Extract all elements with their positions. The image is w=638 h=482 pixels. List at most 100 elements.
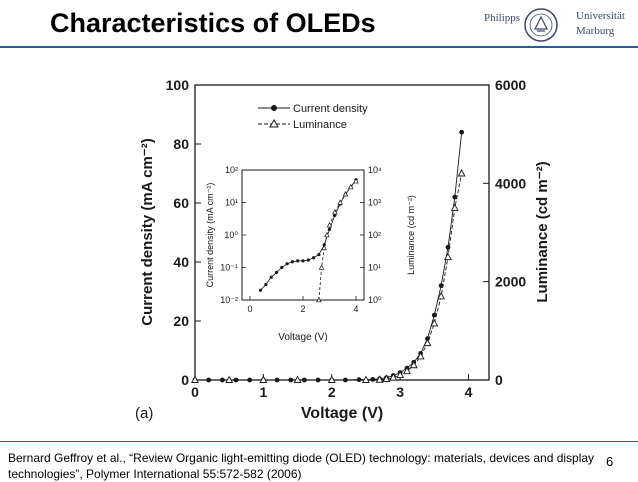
logo-text-universitat: Universität	[576, 10, 625, 22]
main-point-luminance	[423, 338, 432, 347]
legend: Current density Luminance	[258, 103, 368, 131]
main-point-current-density	[370, 377, 376, 382]
inset-point-luminance	[342, 191, 349, 197]
main-point-luminance	[361, 375, 370, 383]
main-point-luminance	[403, 366, 411, 375]
legend-luminance-marker	[269, 118, 279, 128]
main-y2-tick-label: 6000	[495, 77, 526, 93]
inset-point-current-density	[285, 262, 289, 266]
inset-x-tick-label: 4	[354, 304, 359, 314]
main-point-luminance	[396, 370, 405, 379]
logo-text-marburg: Marburg	[576, 25, 615, 37]
inset-point-luminance	[347, 183, 354, 190]
main-y-tick-label: 100	[166, 77, 190, 93]
inset-point-current-density	[290, 260, 294, 264]
main-point-current-density	[438, 283, 444, 288]
main-point-current-density	[274, 377, 280, 383]
main-point-current-density	[452, 194, 458, 200]
main-y-axis-label: Current density (mA cm⁻²)	[139, 138, 156, 325]
main-point-current-density	[233, 377, 239, 383]
main-point-current-density	[431, 312, 437, 318]
main-y2-tick-label: 0	[495, 372, 503, 388]
main-point-luminance	[437, 291, 446, 300]
inset-point-current-density	[264, 282, 268, 287]
main-y-tick-label: 0	[181, 372, 189, 388]
main-x-tick-label: 4	[465, 384, 473, 400]
main-x-tick-label: 0	[191, 384, 199, 400]
main-y-tick-label: 40	[173, 254, 189, 270]
inset-plot-frame	[241, 169, 365, 301]
main-point-current-density	[288, 377, 294, 383]
main-x-axis-label: Voltage (V)	[301, 405, 383, 422]
inset-point-current-density	[301, 259, 305, 263]
main-point-luminance	[293, 375, 302, 383]
main-point-luminance	[444, 252, 452, 261]
inset-point-current-density	[296, 259, 300, 263]
page-number: 6	[606, 454, 614, 469]
main-point-luminance	[409, 360, 418, 369]
main-point-luminance	[457, 169, 466, 177]
inset-point-current-density	[274, 270, 279, 275]
inset-point-current-density	[280, 265, 284, 270]
inset-point-luminance	[318, 264, 325, 270]
main-point-luminance	[382, 374, 391, 382]
main-point-luminance	[327, 375, 336, 383]
inset-y-tick-label: 10¹	[225, 198, 238, 208]
inset-y2-tick-label: 10⁴	[368, 165, 382, 175]
inset-y2-tick-label: 10⁰	[368, 295, 382, 305]
legend-label-current-density: Current density	[293, 103, 368, 115]
logo-text-philipps: Philipps	[484, 12, 521, 24]
inset-point-current-density	[306, 258, 310, 262]
slide-title: Characteristics of OLEDs	[50, 8, 376, 38]
inset-y2-tick-label: 10²	[368, 230, 381, 240]
main-point-luminance	[375, 375, 384, 383]
inset-point-current-density	[312, 256, 316, 260]
inset-x-tick-label: 0	[247, 304, 252, 314]
inset-x-axis-label: Voltage (V)	[278, 332, 327, 343]
inset-point-luminance	[353, 178, 359, 184]
main-point-luminance	[389, 373, 398, 381]
inset-y2-axis-label: Luminance (cd m⁻²)	[406, 195, 416, 275]
main-y2-axis-label: Luminance (cd m⁻²)	[534, 161, 551, 302]
main-point-luminance	[191, 375, 199, 383]
title-divider	[0, 46, 638, 48]
inset-point-luminance	[332, 209, 338, 215]
citation-text: Bernard Geffroy et al., “Review Organic …	[8, 451, 595, 481]
inset-series-line-luminance	[318, 180, 357, 301]
inset-point-luminance	[321, 244, 327, 251]
inset-y-tick-label: 10²	[225, 165, 238, 175]
inset-y-tick-label: 10⁻¹	[220, 263, 238, 273]
main-x-tick-label: 3	[396, 384, 404, 400]
panel-label: (a)	[135, 405, 153, 422]
legend-label-luminance: Luminance	[293, 119, 347, 131]
main-x-tick-label: 2	[328, 384, 336, 400]
inset-y2-tick-label: 10³	[368, 198, 381, 208]
main-y-tick-label: 80	[173, 136, 189, 152]
inset-point-luminance	[316, 296, 322, 303]
main-point-luminance	[259, 375, 268, 383]
main-point-current-density	[459, 129, 465, 135]
inset-point-current-density	[269, 275, 273, 279]
inset-x-tick-label: 2	[300, 304, 305, 314]
inset-y-axis-label: Current density (mA cm⁻²)	[205, 183, 215, 288]
main-y2-tick-label: 2000	[495, 274, 526, 290]
inset-y2-tick-label: 10¹	[368, 263, 381, 273]
main-y2-tick-label: 4000	[495, 175, 526, 191]
main-y-tick-label: 20	[173, 313, 189, 329]
main-point-luminance	[430, 319, 439, 327]
footer-divider	[0, 441, 638, 442]
university-seal-icon	[524, 8, 558, 42]
inset-point-luminance	[337, 199, 343, 205]
inset-point-luminance	[324, 231, 330, 238]
legend-current-density-marker	[271, 105, 277, 111]
main-x-tick-label: 1	[259, 384, 267, 400]
inset-point-luminance	[326, 222, 333, 228]
inset-y-tick-label: 10⁻²	[220, 295, 238, 305]
inset-y-tick-label: 10⁰	[224, 230, 238, 240]
main-point-luminance	[416, 351, 425, 360]
inset-point-current-density	[317, 252, 321, 257]
inset-point-current-density	[258, 288, 263, 292]
main-point-luminance	[225, 375, 234, 383]
main-point-luminance	[450, 203, 459, 211]
